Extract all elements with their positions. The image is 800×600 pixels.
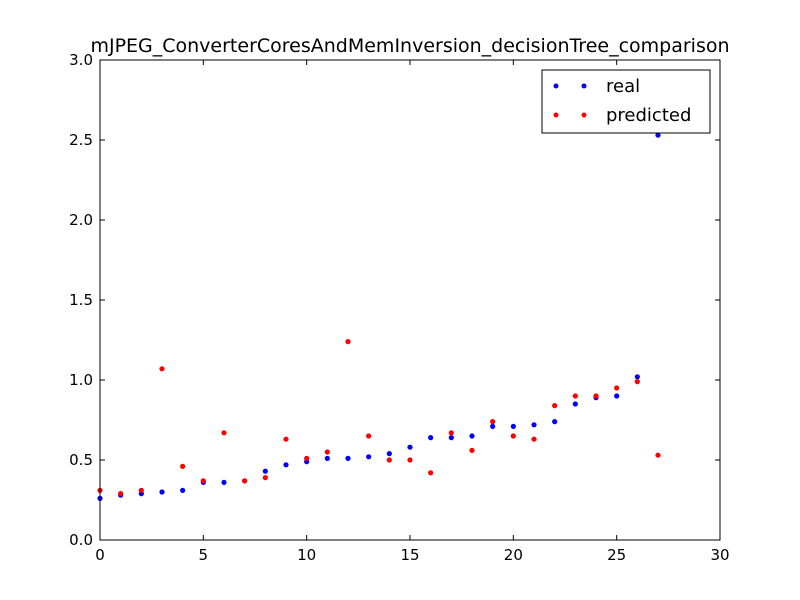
point-real: [221, 479, 227, 485]
point-predicted: [118, 491, 124, 497]
point-real: [614, 393, 620, 399]
y-tick-label: 0.5: [69, 451, 93, 469]
data-points: [97, 132, 661, 501]
point-predicted: [428, 470, 434, 476]
point-real: [531, 422, 537, 428]
point-predicted: [655, 452, 661, 458]
legend: real predicted: [541, 69, 711, 134]
point-predicted: [469, 447, 475, 453]
point-predicted: [386, 457, 392, 463]
point-predicted: [180, 463, 186, 469]
point-predicted: [159, 366, 165, 372]
y-tick-label: 0.0: [69, 531, 93, 549]
point-predicted: [366, 433, 372, 439]
point-real: [262, 468, 268, 474]
point-real: [634, 374, 640, 380]
point-real: [366, 454, 372, 460]
point-predicted: [304, 455, 310, 461]
x-tick-label: 30: [710, 546, 729, 564]
point-predicted: [593, 393, 599, 399]
point-real: [283, 462, 289, 468]
point-real: [490, 423, 496, 429]
point-real: [324, 455, 330, 461]
point-real: [407, 444, 413, 450]
point-real: [386, 451, 392, 457]
point-real: [448, 435, 454, 441]
point-real: [345, 455, 351, 461]
point-predicted: [490, 419, 496, 425]
point-predicted: [614, 385, 620, 391]
plot-frame: [99, 59, 721, 541]
legend-marker-predicted: [553, 112, 559, 118]
x-tick-label: 15: [400, 546, 419, 564]
x-tick-label: 0: [95, 546, 105, 564]
point-predicted: [262, 475, 268, 481]
point-predicted: [138, 487, 144, 493]
x-tick-label: 20: [504, 546, 523, 564]
point-real: [469, 433, 475, 439]
point-predicted: [283, 436, 289, 442]
point-predicted: [552, 403, 558, 409]
x-tick-label: 10: [297, 546, 316, 564]
y-tick-label: 2.0: [69, 211, 93, 229]
point-real: [552, 419, 558, 425]
y-tick-label: 3.0: [69, 51, 93, 69]
point-predicted: [510, 433, 516, 439]
point-predicted: [572, 393, 578, 399]
point-predicted: [448, 430, 454, 436]
chart-title: mJPEG_ConverterCoresAndMemInversion_deci…: [90, 35, 729, 57]
legend-box: [541, 69, 711, 134]
point-real: [655, 132, 661, 138]
legend-marker-real: [553, 83, 559, 89]
point-predicted: [200, 478, 206, 484]
y-tick-label: 1.5: [69, 291, 93, 309]
point-real: [428, 435, 434, 441]
point-real: [159, 489, 165, 495]
point-real: [510, 423, 516, 429]
legend-label-real: real: [606, 76, 640, 97]
legend-label-predicted: predicted: [606, 105, 691, 126]
point-predicted: [634, 379, 640, 385]
point-predicted: [324, 449, 330, 455]
legend-marker-real: [581, 83, 587, 89]
x-tick-label: 25: [607, 546, 626, 564]
x-tick-label: 5: [199, 546, 209, 564]
point-real: [572, 401, 578, 407]
point-predicted: [407, 457, 413, 463]
legend-marker-predicted: [581, 112, 587, 118]
y-tick-label: 2.5: [69, 131, 93, 149]
point-predicted: [221, 430, 227, 436]
point-real: [180, 487, 186, 493]
point-predicted: [531, 436, 537, 442]
point-predicted: [242, 478, 248, 484]
y-tick-label: 1.0: [69, 371, 93, 389]
point-predicted: [345, 339, 351, 345]
axis-ticks: 0 5 10 15 20 25 30 0.0 0.5 1.0 1.5 2.0 2.5 3.0: [69, 51, 729, 564]
